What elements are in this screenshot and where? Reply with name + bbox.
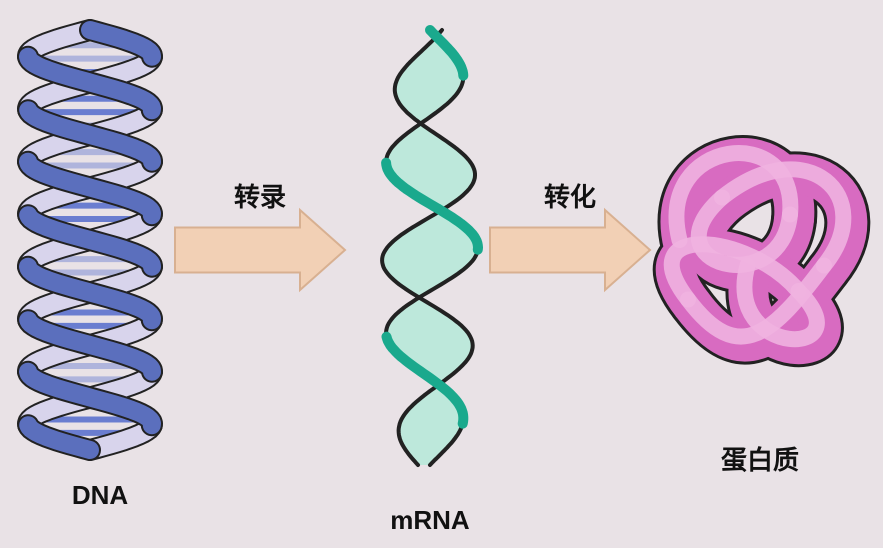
protein-label: 蛋白质 (680, 440, 840, 477)
diagram-canvas: DNA mRNA 蛋白质 转录 转化 (0, 0, 883, 548)
arrow2-label: 转化 (490, 177, 650, 214)
arrow1-label: 转录 (180, 177, 340, 214)
mrna-label: mRNA (350, 505, 510, 536)
protein-graphic (672, 153, 848, 344)
dna-label: DNA (20, 480, 180, 511)
